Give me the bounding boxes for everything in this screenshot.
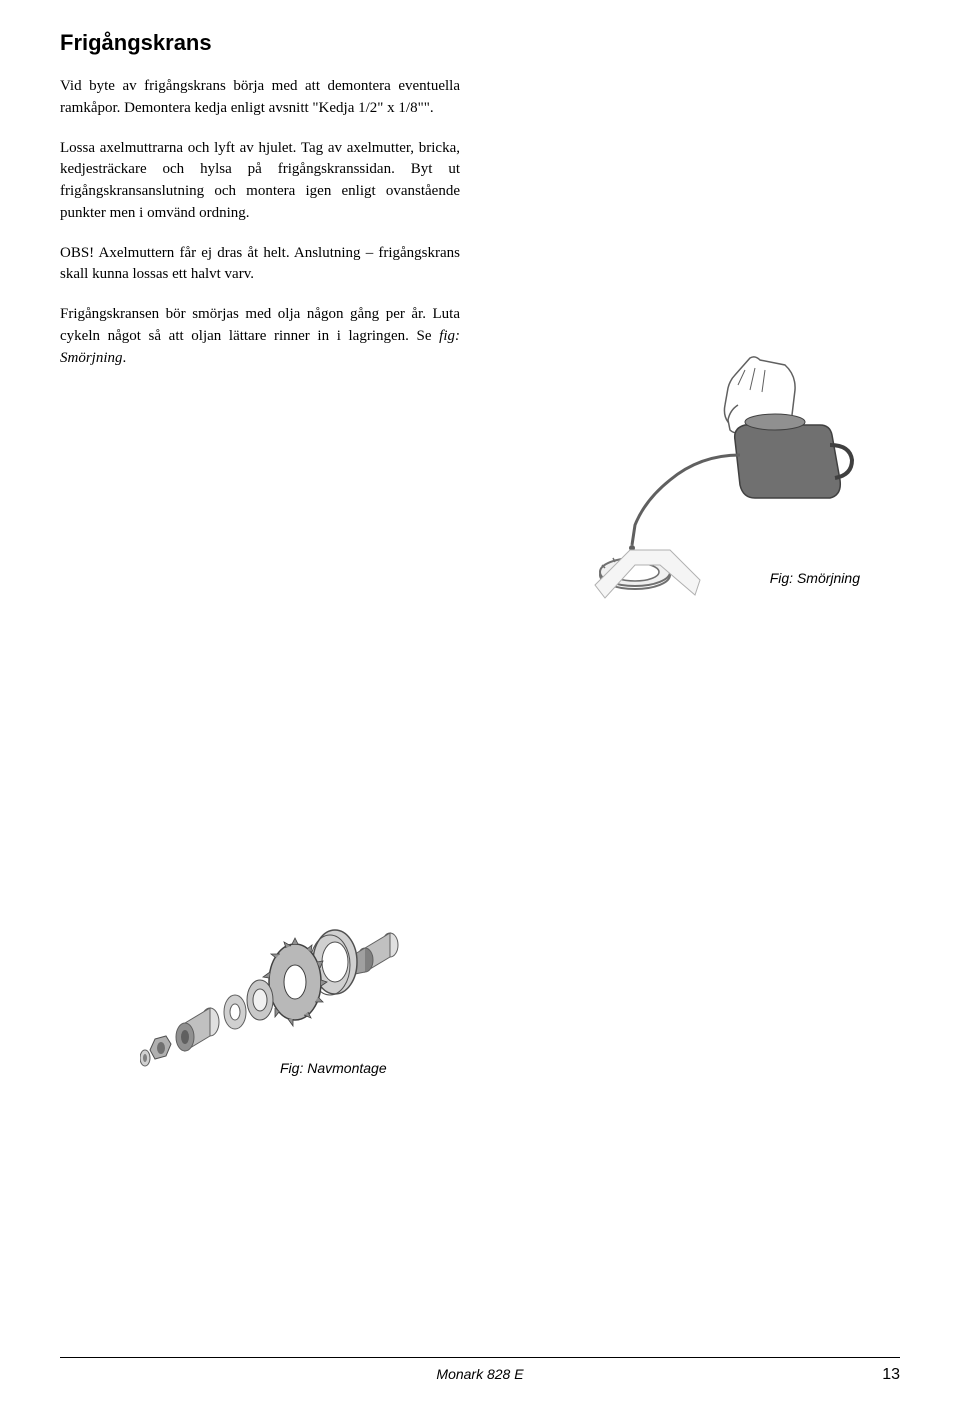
heading: Frigångskrans — [60, 30, 460, 56]
figure-column: Fig: Smörjning — [500, 30, 900, 387]
paragraph-2: Lossa axelmuttrarna och lyft av hjulet. … — [60, 138, 460, 225]
hub-assembly-illustration — [140, 900, 440, 1080]
caption-navmontage: Fig: Navmontage — [280, 1060, 387, 1076]
figure-navmontage — [140, 900, 480, 1085]
footer-divider — [60, 1357, 900, 1358]
paragraph-4: Frigångskransen bör smörjas med olja någ… — [60, 304, 460, 369]
paragraph-3: OBS! Axelmuttern får ej dras åt helt. An… — [60, 243, 460, 287]
footer-model: Monark 828 E — [436, 1366, 523, 1382]
page-footer: Monark 828 E 13 — [60, 1357, 900, 1382]
paragraph-1: Vid byte av frigångskrans börja med att … — [60, 76, 460, 120]
text-column: Frigångskrans Vid byte av frigångskrans … — [60, 30, 460, 387]
page-number: 13 — [882, 1366, 900, 1384]
caption-smorjning: Fig: Smörjning — [770, 570, 860, 586]
